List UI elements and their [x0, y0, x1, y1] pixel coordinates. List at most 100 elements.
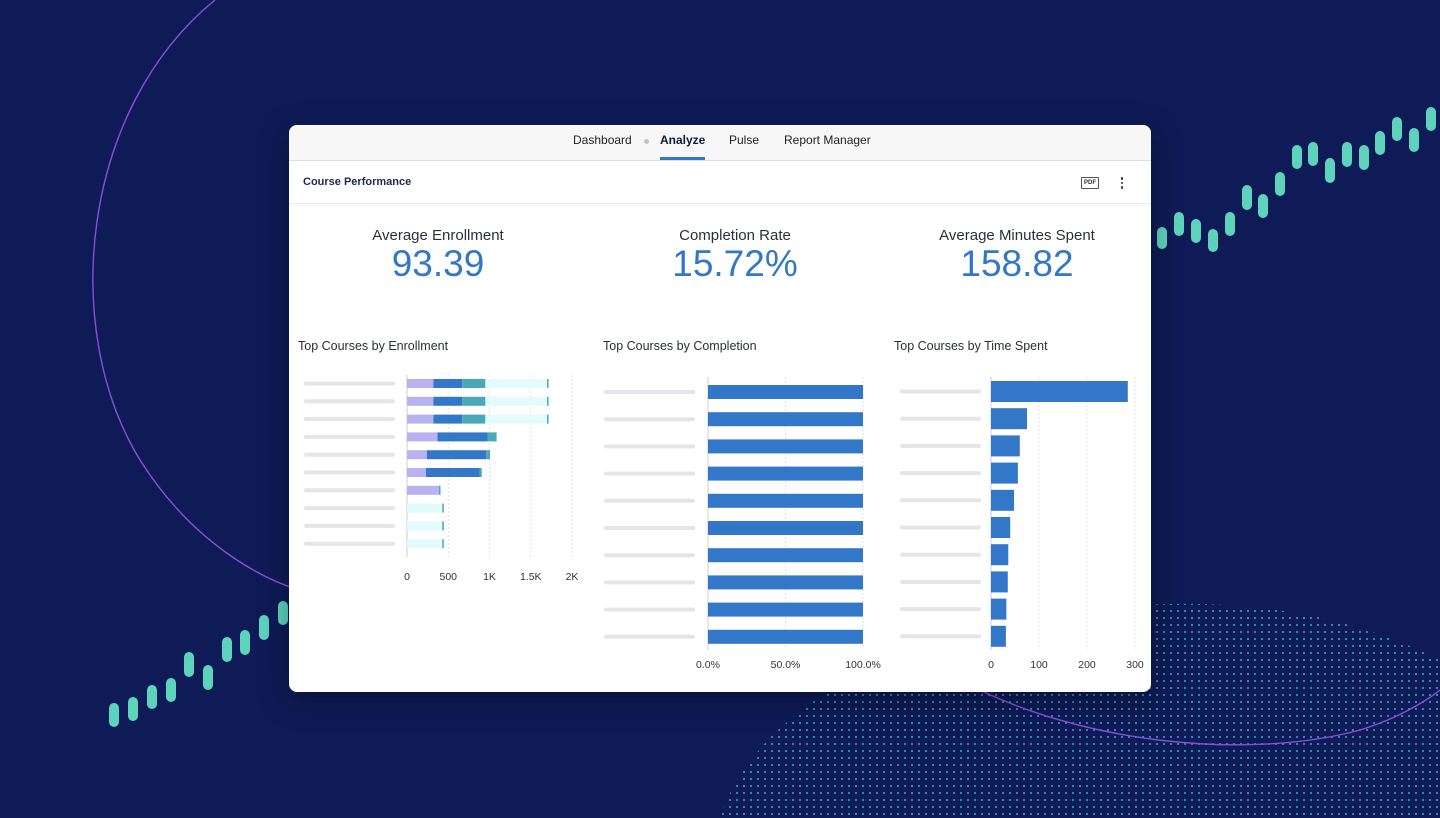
enrollment-bar-segment: [462, 414, 486, 424]
kpi-value: 93.39: [391, 243, 485, 284]
panel-header: Course Performance PDF: [289, 161, 1151, 204]
candlestick-right: [1157, 107, 1436, 252]
chart-title-completion: Top Courses by Completion: [603, 339, 757, 353]
category-label-placeholder: [304, 434, 395, 439]
x-tick-label: 2K: [566, 571, 579, 583]
course-bar: [708, 602, 863, 617]
category-label-placeholder: [604, 417, 695, 422]
x-tick-label: 1.5K: [520, 571, 542, 583]
bar-end-cap: [442, 539, 444, 549]
enrollment-bar-segment: [462, 379, 486, 388]
kpi-average-enrollment: Average Enrollment 93.39: [298, 227, 578, 284]
enrollment-bar-segment: [407, 468, 426, 477]
category-label-placeholder: [304, 488, 395, 493]
enrollment-bar-segment: [407, 414, 434, 424]
separator-dot: [644, 139, 649, 144]
x-tick-label: 0: [404, 571, 410, 583]
chart-title-enrollment: Top Courses by Enrollment: [298, 339, 449, 353]
course-bar: [991, 544, 1009, 566]
bar-end-cap: [547, 396, 549, 406]
bar-end-cap: [547, 379, 549, 388]
kpi-label: Average Enrollment: [372, 227, 504, 244]
enrollment-bar-segment: [485, 396, 549, 406]
charts-layer: 0 500 1K 1.5K 2K 0.0% 50.0% 100.0% 0 100 200 300: [304, 375, 1144, 671]
enrollment-bar-segment: [407, 539, 444, 549]
category-label-placeholder: [900, 389, 981, 394]
kpi-completion-rate: Completion Rate 15.72%: [595, 227, 875, 284]
category-label-placeholder: [604, 553, 695, 558]
category-label-placeholder: [604, 634, 695, 639]
course-bar: [708, 493, 863, 508]
category-label-placeholder: [304, 381, 395, 386]
enrollment-bar-segment: [425, 468, 480, 477]
enrollment-bar-segment: [407, 503, 444, 513]
x-tick-label: 0: [988, 659, 994, 671]
category-label-placeholder: [900, 634, 981, 639]
course-bar: [708, 385, 863, 399]
bar-end-cap: [442, 521, 444, 531]
category-label-placeholder: [900, 525, 981, 530]
tab-report-manager[interactable]: Report Manager: [784, 133, 871, 147]
bar-end-cap: [495, 432, 497, 442]
category-label-placeholder: [604, 390, 695, 394]
vertical-ellipsis-icon[interactable]: [1117, 175, 1127, 191]
enrollment-bar-segment: [407, 396, 434, 406]
top-nav: Dashboard Analyze Pulse Report Manager: [289, 125, 1151, 161]
course-bar: [991, 571, 1008, 593]
bar-end-cap: [442, 503, 444, 513]
enrollment-bar-segment: [426, 450, 487, 460]
enrollment-bar-segment: [437, 432, 488, 442]
course-bar: [708, 521, 863, 535]
tab-pulse[interactable]: Pulse: [729, 133, 760, 147]
kpi-average-minutes-spent: Average Minutes Spent 158.82: [877, 227, 1151, 284]
kpi-label: Average Minutes Spent: [939, 227, 1095, 244]
course-bar: [991, 625, 1006, 647]
x-tick-label: 300: [1126, 659, 1144, 671]
course-bar: [708, 466, 863, 481]
x-tick-label: 1K: [483, 571, 496, 583]
category-label-placeholder: [304, 470, 395, 475]
category-label-placeholder: [900, 607, 981, 612]
chart-title-time-spent: Top Courses by Time Spent: [894, 339, 1048, 353]
course-bar: [991, 381, 1128, 402]
course-bar: [991, 462, 1018, 484]
bar-end-cap: [488, 450, 490, 460]
enrollment-bar-segment: [407, 485, 440, 495]
enrollment-bar-segment: [485, 414, 549, 424]
category-label-placeholder: [604, 526, 695, 530]
category-label-placeholder: [304, 506, 395, 511]
enrollment-bar-segment: [407, 379, 434, 388]
course-bar: [708, 412, 863, 427]
x-tick-label: 0.0%: [696, 659, 720, 671]
bar-end-cap: [439, 485, 441, 495]
course-bar: [708, 575, 863, 590]
course-bar: [991, 598, 1007, 620]
course-bar: [991, 435, 1020, 457]
dashboard-window: Dashboard Analyze Pulse Report Manager C…: [289, 125, 1151, 692]
tab-dashboard[interactable]: Dashboard: [573, 133, 632, 147]
kpi-value: 158.82: [960, 243, 1074, 284]
x-tick-label: 100.0%: [845, 659, 881, 671]
x-tick-label: 100: [1030, 659, 1048, 671]
enrollment-bar-segment: [407, 450, 427, 460]
kpi-label: Completion Rate: [679, 227, 791, 244]
enrollment-bar-segment: [407, 432, 438, 442]
category-label-placeholder: [900, 443, 981, 448]
bar-end-cap: [480, 468, 482, 477]
category-label-placeholder: [304, 541, 395, 546]
course-bar: [991, 408, 1027, 430]
category-label-placeholder: [900, 498, 981, 503]
enrollment-bar-segment: [485, 379, 549, 388]
enrollment-bar-segment: [486, 450, 490, 460]
kpi-value: 15.72%: [672, 243, 798, 284]
category-label-placeholder: [900, 416, 981, 421]
category-label-placeholder: [604, 471, 695, 476]
category-label-placeholder: [900, 471, 981, 476]
pdf-export-icon[interactable]: PDF: [1081, 177, 1099, 189]
tab-analyze[interactable]: Analyze: [660, 125, 706, 160]
course-bar: [708, 439, 863, 454]
category-label-placeholder: [304, 399, 395, 404]
enrollment-bar-segment: [462, 396, 486, 406]
category-label-placeholder: [304, 452, 395, 457]
course-bar: [708, 629, 863, 644]
